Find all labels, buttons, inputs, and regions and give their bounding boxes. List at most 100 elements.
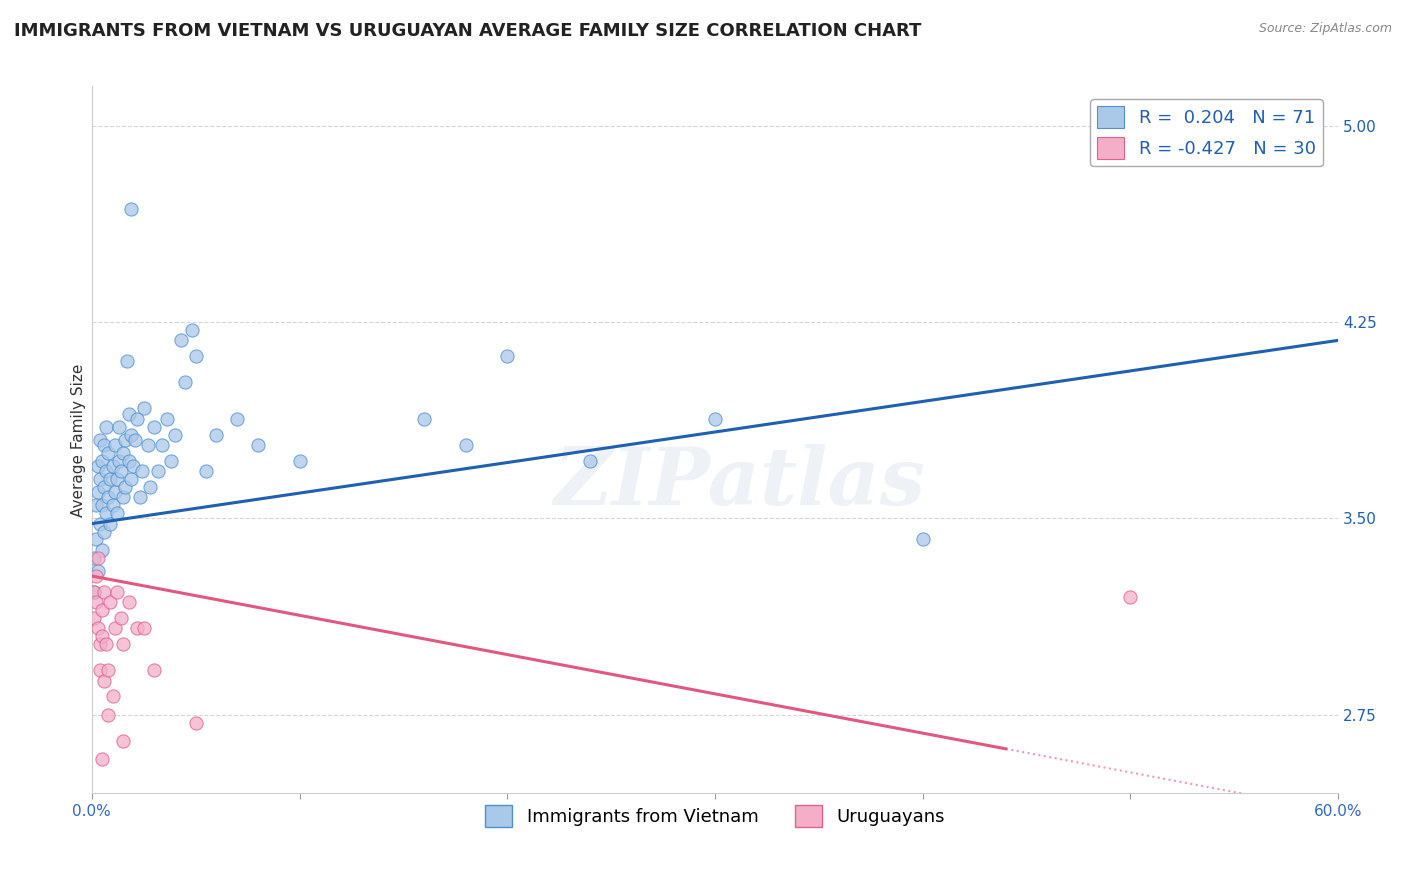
Point bbox=[124, 433, 146, 447]
Point bbox=[118, 595, 141, 609]
Point bbox=[87, 621, 110, 635]
Point bbox=[184, 349, 207, 363]
Point bbox=[110, 464, 132, 478]
Point bbox=[104, 621, 127, 635]
Point bbox=[89, 637, 111, 651]
Text: IMMIGRANTS FROM VIETNAM VS URUGUAYAN AVERAGE FAMILY SIZE CORRELATION CHART: IMMIGRANTS FROM VIETNAM VS URUGUAYAN AVE… bbox=[14, 22, 921, 40]
Point bbox=[152, 438, 174, 452]
Point bbox=[174, 376, 197, 390]
Point bbox=[148, 464, 170, 478]
Point bbox=[114, 433, 136, 447]
Point bbox=[87, 550, 110, 565]
Point bbox=[579, 454, 602, 468]
Point bbox=[180, 323, 202, 337]
Point bbox=[118, 407, 141, 421]
Point bbox=[127, 412, 149, 426]
Point bbox=[91, 629, 114, 643]
Point bbox=[84, 498, 107, 512]
Point bbox=[104, 485, 127, 500]
Point bbox=[83, 550, 105, 565]
Point bbox=[184, 715, 207, 730]
Point bbox=[87, 458, 110, 473]
Point bbox=[413, 412, 436, 426]
Point bbox=[107, 419, 129, 434]
Point bbox=[96, 419, 118, 434]
Point bbox=[91, 542, 114, 557]
Point bbox=[96, 506, 118, 520]
Point bbox=[83, 584, 105, 599]
Point bbox=[132, 401, 155, 416]
Point bbox=[143, 663, 166, 677]
Point bbox=[87, 485, 110, 500]
Point bbox=[155, 412, 177, 426]
Point bbox=[118, 454, 141, 468]
Point bbox=[105, 584, 128, 599]
Point bbox=[105, 472, 128, 486]
Point bbox=[87, 564, 110, 578]
Point bbox=[93, 673, 115, 688]
Point bbox=[120, 202, 142, 217]
Point bbox=[84, 569, 107, 583]
Point bbox=[870, 794, 893, 808]
Point bbox=[83, 611, 105, 625]
Point bbox=[104, 438, 127, 452]
Point bbox=[205, 427, 228, 442]
Point bbox=[110, 611, 132, 625]
Point bbox=[83, 584, 105, 599]
Point bbox=[97, 663, 120, 677]
Point bbox=[93, 438, 115, 452]
Point bbox=[93, 584, 115, 599]
Point bbox=[89, 433, 111, 447]
Point bbox=[131, 464, 153, 478]
Point bbox=[101, 690, 124, 704]
Point bbox=[89, 472, 111, 486]
Point bbox=[91, 498, 114, 512]
Point bbox=[97, 707, 120, 722]
Point bbox=[84, 533, 107, 547]
Point bbox=[93, 480, 115, 494]
Point bbox=[120, 472, 142, 486]
Y-axis label: Average Family Size: Average Family Size bbox=[72, 363, 86, 516]
Point bbox=[101, 498, 124, 512]
Point bbox=[127, 621, 149, 635]
Point bbox=[91, 752, 114, 766]
Point bbox=[120, 427, 142, 442]
Point bbox=[454, 438, 477, 452]
Point bbox=[97, 446, 120, 460]
Point bbox=[96, 464, 118, 478]
Point bbox=[496, 349, 519, 363]
Point bbox=[246, 438, 269, 452]
Point bbox=[114, 480, 136, 494]
Point bbox=[111, 446, 134, 460]
Text: ZIPatlas: ZIPatlas bbox=[554, 443, 927, 521]
Legend: Immigrants from Vietnam, Uruguayans: Immigrants from Vietnam, Uruguayans bbox=[478, 797, 952, 834]
Point bbox=[91, 454, 114, 468]
Point bbox=[111, 734, 134, 748]
Point bbox=[89, 516, 111, 531]
Point bbox=[1119, 590, 1142, 604]
Point bbox=[704, 412, 727, 426]
Point bbox=[89, 663, 111, 677]
Point bbox=[288, 454, 311, 468]
Text: Source: ZipAtlas.com: Source: ZipAtlas.com bbox=[1258, 22, 1392, 36]
Point bbox=[111, 491, 134, 505]
Point bbox=[163, 427, 186, 442]
Point bbox=[107, 454, 129, 468]
Point bbox=[97, 491, 120, 505]
Point bbox=[170, 334, 193, 348]
Point bbox=[101, 458, 124, 473]
Point bbox=[195, 464, 218, 478]
Point bbox=[132, 621, 155, 635]
Point bbox=[105, 506, 128, 520]
Point bbox=[226, 412, 249, 426]
Point bbox=[100, 595, 122, 609]
Point bbox=[143, 419, 166, 434]
Point bbox=[122, 458, 145, 473]
Point bbox=[91, 603, 114, 617]
Point bbox=[100, 516, 122, 531]
Point bbox=[96, 637, 118, 651]
Point bbox=[139, 480, 162, 494]
Point bbox=[128, 491, 150, 505]
Point bbox=[159, 454, 181, 468]
Point bbox=[115, 354, 138, 368]
